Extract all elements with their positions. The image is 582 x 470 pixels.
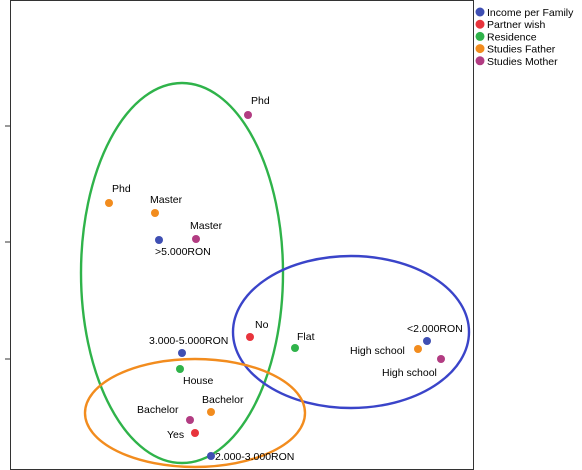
data-point [192, 235, 200, 243]
legend-entry: Studies Mother [487, 56, 558, 68]
data-point [244, 111, 252, 119]
legend-entry: Residence [487, 31, 537, 43]
data-point [178, 349, 186, 357]
data-point [151, 209, 159, 217]
data-label: <2.000RON [407, 323, 463, 335]
data-point [246, 333, 254, 341]
data-label: High school [382, 367, 437, 379]
data-label: Flat [297, 331, 315, 343]
data-label: 2.000-3.000RON [215, 451, 294, 463]
data-point [437, 355, 445, 363]
data-point [291, 344, 299, 352]
cluster-ellipse [83, 357, 307, 469]
data-label: Bachelor [202, 394, 244, 406]
data-label: Yes [167, 429, 184, 441]
data-label: Master [150, 194, 183, 206]
data-point [423, 337, 431, 345]
data-label: 3.000-5.000RON [149, 335, 228, 347]
plot-frame [10, 0, 474, 470]
data-point [207, 408, 215, 416]
legend-entry: Partner wish [487, 19, 546, 31]
legend-marker [475, 7, 485, 17]
data-label: >5.000RON [155, 246, 211, 258]
data-label: Master [190, 220, 223, 232]
data-point [186, 416, 194, 424]
data-label: Phd [112, 183, 131, 195]
data-label: Bachelor [137, 404, 179, 416]
data-label: House [183, 375, 214, 387]
data-point [105, 199, 113, 207]
data-point [414, 345, 422, 353]
marks-layer [105, 111, 445, 460]
data-point [176, 365, 184, 373]
data-label: High school [350, 345, 405, 357]
legend-marker [475, 56, 485, 66]
labels-layer: >5.000RON 3.000-5.000RON <2.000RON 2.000-3.… [112, 95, 463, 463]
data-label: Phd [251, 95, 270, 107]
data-point [191, 429, 199, 437]
data-point [155, 236, 163, 244]
legend-entry: Studies Father [487, 44, 556, 56]
data-point [207, 452, 215, 460]
legend-marker [475, 19, 485, 29]
cluster-ellipse [79, 81, 285, 465]
data-label: No [255, 319, 269, 331]
legend-marker [475, 31, 485, 41]
legend-entry: Income per Family [487, 7, 574, 19]
annotation-layer [79, 81, 471, 469]
cluster-ellipse [231, 254, 471, 410]
legend-marker [475, 44, 485, 54]
